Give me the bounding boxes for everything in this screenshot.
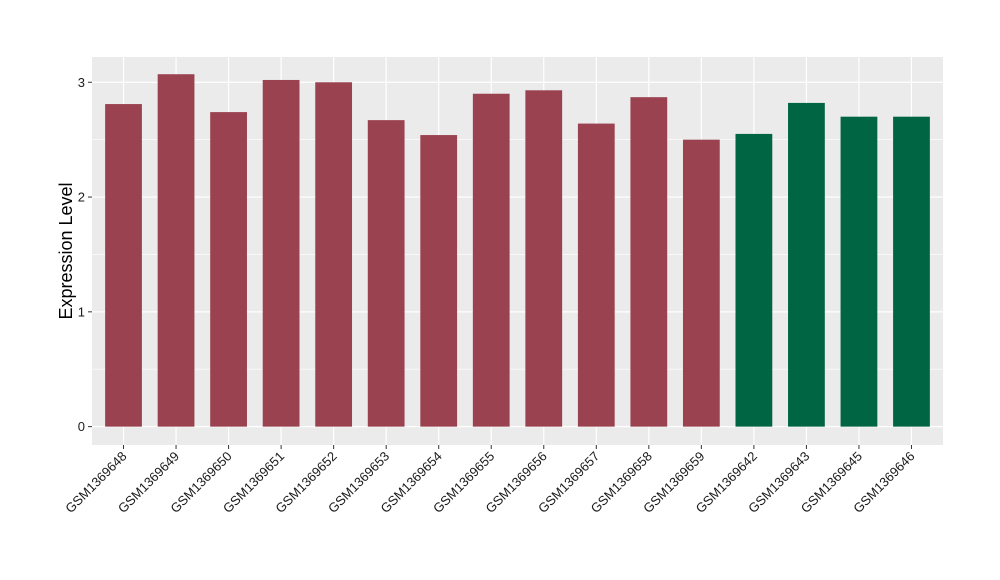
y-tick-label: 0: [78, 419, 85, 434]
bar-GSM1369646: [893, 116, 930, 427]
bar-GSM1369658: [630, 97, 668, 427]
y-axis: 0 1 2 3: [78, 75, 92, 434]
bar-GSM1369645: [840, 116, 878, 427]
y-tick-label: 1: [78, 304, 85, 319]
y-axis-title: Expression Level: [56, 182, 76, 319]
bar-GSM1369648: [105, 104, 142, 427]
bar-GSM1369650: [210, 112, 247, 427]
bar-GSM1369642: [735, 133, 773, 427]
bar-GSM1369659: [682, 139, 720, 427]
bar-GSM1369643: [788, 102, 825, 427]
bar-GSM1369657: [577, 123, 615, 427]
y-tick-label: 3: [78, 75, 85, 90]
y-tick-label: 2: [78, 190, 85, 205]
bar-GSM1369655: [472, 93, 510, 427]
bar-GSM1369656: [525, 90, 563, 427]
x-axis: GSM1369648GSM1369649GSM1369650GSM1369651…: [62, 445, 918, 516]
bar-GSM1369651: [262, 79, 300, 427]
bars: [105, 74, 930, 427]
bar-GSM1369649: [157, 74, 195, 427]
bar-GSM1369653: [367, 120, 405, 427]
bar-GSM1369654: [420, 135, 458, 427]
bar-GSM1369652: [315, 82, 353, 427]
